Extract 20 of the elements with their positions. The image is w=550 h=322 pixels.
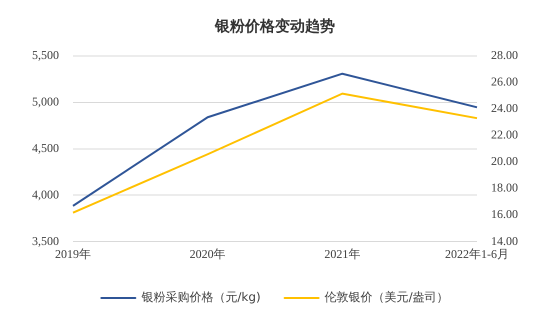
y-tick-label: 5,500 — [32, 48, 59, 62]
legend-label: 伦敦银价（美元/盎司） — [324, 290, 449, 304]
y2-tick-label: 28.00 — [491, 48, 518, 62]
y2-tick-label: 16.00 — [491, 207, 518, 222]
legend-label: 银粉采购价格（元/kg) — [140, 290, 261, 304]
y-tick-label: 4,500 — [32, 140, 59, 155]
y2-tick-label: 18.00 — [491, 180, 518, 195]
y-tick-label: 4,000 — [32, 187, 59, 202]
x-tick-label: 2021年 — [324, 246, 360, 261]
y2-tick-label: 26.00 — [491, 74, 518, 89]
chart-title: 银粉价格变动趋势 — [214, 16, 335, 35]
x-tick-label: 2022年1-6月 — [445, 246, 509, 261]
y2-tick-label: 20.00 — [491, 154, 518, 168]
y-tick-label: 5,000 — [32, 94, 59, 109]
y2-tick-label: 24.00 — [491, 101, 518, 116]
y2-tick-label: 14.00 — [491, 234, 518, 248]
y-tick-label: 3,500 — [32, 234, 59, 248]
x-tick-label: 2019年 — [55, 246, 91, 261]
y2-tick-label: 22.00 — [491, 128, 518, 142]
x-tick-label: 2020年 — [190, 246, 226, 261]
